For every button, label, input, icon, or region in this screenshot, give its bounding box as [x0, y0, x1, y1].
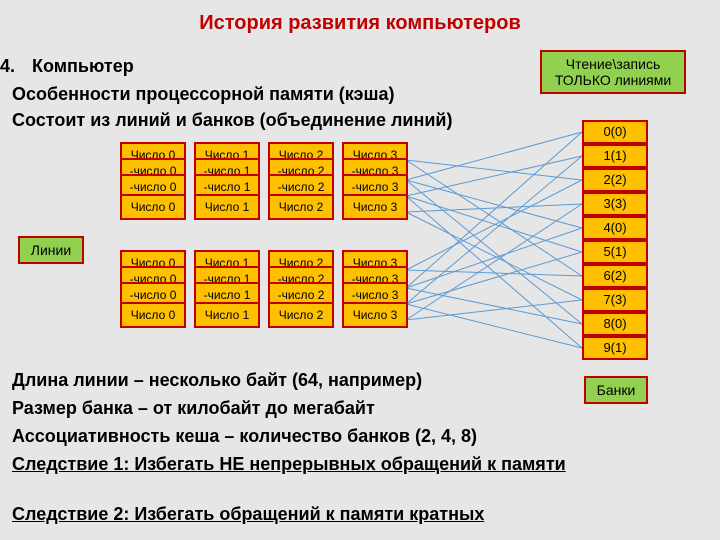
cache-block: Число 1-число 1-число 1Число 1	[194, 250, 258, 328]
bank-cell: 9(1)	[582, 336, 648, 360]
bank-cell: 4(0)	[582, 216, 648, 240]
bank-cell: 2(2)	[582, 168, 648, 192]
bank-cell: 8(0)	[582, 312, 648, 336]
cache-block: Число 2-число 2-число 2Число 2	[268, 142, 332, 220]
footer-line-4: Следствие 1: Избегать НЕ непрерывных обр…	[12, 454, 712, 475]
cache-cell: Число 1	[194, 302, 260, 328]
heading-1: Компьютер	[32, 56, 134, 77]
cache-block: Число 3-число 3-число 3Число 3	[342, 250, 406, 328]
tag-read-write: Чтение\запись ТОЛЬКО линиями	[540, 50, 686, 94]
footer-line-5: Следствие 2: Избегать обращений к памяти…	[12, 504, 712, 525]
cache-block: Число 2-число 2-число 2Число 2	[268, 250, 332, 328]
cache-cell: Число 3	[342, 194, 408, 220]
list-number: 4.	[0, 56, 15, 77]
bank-cell: 5(1)	[582, 240, 648, 264]
page-title: История развития компьютеров	[0, 12, 720, 35]
bank-cell: 0(0)	[582, 120, 648, 144]
cache-cell: Число 0	[120, 194, 186, 220]
footer-line-3: Ассоциативность кеша – количество банков…	[12, 426, 712, 447]
cache-block: Число 3-число 3-число 3Число 3	[342, 142, 406, 220]
cache-cell: Число 1	[194, 194, 260, 220]
footer-line-2: Размер банка – от килобайт до мегабайт	[12, 398, 712, 419]
cache-block: Число 0-число 0-число 0Число 0	[120, 142, 184, 220]
bank-cell: 7(3)	[582, 288, 648, 312]
bank-cell: 6(2)	[582, 264, 648, 288]
cache-cell: Число 3	[342, 302, 408, 328]
tag-rw-line2: ТОЛЬКО линиями	[555, 72, 671, 88]
slide: История развития компьютеров 4. Компьюте…	[0, 0, 720, 540]
footer-line-1: Длина линии – несколько байт (64, наприм…	[12, 370, 712, 391]
bank-cell: 3(3)	[582, 192, 648, 216]
tag-lines: Линии	[18, 236, 84, 264]
cache-block: Число 0-число 0-число 0Число 0	[120, 250, 184, 328]
bank-cell: 1(1)	[582, 144, 648, 168]
cache-block: Число 1-число 1-число 1Число 1	[194, 142, 258, 220]
cache-cell: Число 2	[268, 194, 334, 220]
footer-line-4-text: Следствие 1: Избегать НЕ непрерывных обр…	[12, 454, 566, 474]
cache-cell: Число 0	[120, 302, 186, 328]
footer-line-5-text: Следствие 2: Избегать обращений к памяти…	[12, 504, 484, 524]
tag-rw-line1: Чтение\запись	[566, 56, 661, 72]
cache-cell: Число 2	[268, 302, 334, 328]
